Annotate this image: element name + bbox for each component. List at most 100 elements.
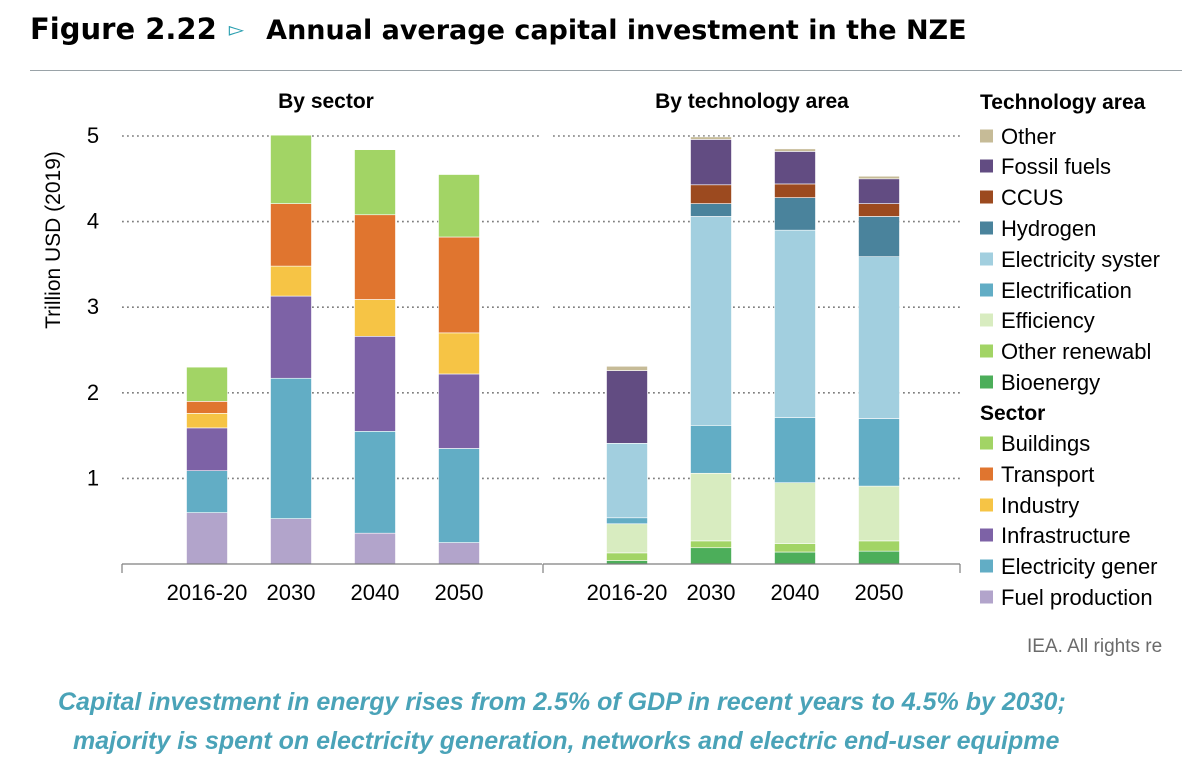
legend-swatch	[980, 190, 993, 204]
bar-segment	[858, 485, 900, 542]
legend-label: Hydrogen	[1001, 216, 1096, 241]
bar-segment	[606, 443, 648, 519]
legend-swatch	[980, 528, 993, 542]
bar-segment	[690, 547, 732, 565]
bar-segment	[690, 184, 732, 204]
bar-segment	[354, 149, 396, 216]
legend-label: Industry	[1001, 493, 1079, 518]
y-tick-label: 1	[87, 465, 99, 490]
legend-label: Efficiency	[1001, 308, 1095, 333]
bar-segment	[690, 540, 732, 549]
bar-segment	[270, 203, 312, 267]
bar-segment	[186, 427, 228, 471]
legend-label: Electricity syster	[1001, 247, 1160, 272]
bar-segment	[270, 265, 312, 297]
legend-swatch	[980, 559, 993, 573]
panel-title: By sector	[278, 90, 374, 113]
bar-segment	[438, 236, 480, 334]
x-tick-label: 2016-20	[167, 580, 248, 605]
legend-swatch	[980, 375, 993, 389]
legend-label: Other	[1001, 124, 1056, 149]
bar-segment	[438, 448, 480, 543]
bar-segment	[270, 377, 312, 519]
bar-segment	[438, 373, 480, 449]
legend-swatch	[980, 159, 993, 173]
bar-segment	[774, 229, 816, 418]
bar-segment	[606, 370, 648, 444]
bar-segment	[858, 256, 900, 419]
bar-segment	[186, 413, 228, 429]
legend-swatch	[980, 129, 993, 143]
bar-segment	[774, 148, 816, 152]
bar-segment	[690, 203, 732, 217]
x-tick-label: 2050	[855, 580, 904, 605]
bar-segment	[438, 542, 480, 565]
bar-segment	[354, 214, 396, 300]
bar-segment	[270, 518, 312, 565]
x-tick-label: 2040	[351, 580, 400, 605]
bar-segment	[774, 543, 816, 553]
legend-swatch	[980, 498, 993, 512]
caption-line-2: majority is spent on electricity generat…	[73, 727, 1060, 755]
x-tick-label: 2040	[771, 580, 820, 605]
caption-line-1: Capital investment in energy rises from …	[58, 688, 1066, 716]
legend-swatch	[980, 221, 993, 235]
bar-segment	[354, 336, 396, 432]
bar-segment	[774, 197, 816, 231]
figure-title: Figure 2.22 ▻ Annual average capital inves…	[30, 12, 967, 52]
legend-swatch	[980, 436, 993, 450]
bar-segment	[858, 175, 900, 180]
bar-segment	[774, 183, 816, 198]
bar-segment	[606, 523, 648, 554]
bar-segment	[858, 216, 900, 257]
bar-segment	[858, 178, 900, 204]
bar-segment	[438, 174, 480, 238]
bar-segment	[774, 482, 816, 544]
legend-label: Fuel production	[1001, 585, 1153, 610]
legend-swatch	[980, 313, 993, 327]
x-tick-label: 2030	[267, 580, 316, 605]
investment-chart: 1 2 3 4 5 Trillion USD (2019) By sector 2016-20…	[42, 90, 1160, 610]
legend-label: Other renewabl	[1001, 339, 1151, 364]
legend-label: Bioenergy	[1001, 370, 1100, 395]
bar-segment	[606, 365, 648, 371]
legend-swatch	[980, 283, 993, 297]
legend-title-technology: Technology area	[980, 91, 1146, 114]
legend-swatch	[980, 467, 993, 481]
bar-segment	[690, 472, 732, 542]
bar-segment	[186, 366, 228, 402]
bar-segment	[858, 550, 900, 565]
legend-label: CCUS	[1001, 185, 1063, 210]
bar-segment	[774, 417, 816, 483]
legend-swatch	[980, 344, 993, 358]
bar-segment	[690, 216, 732, 426]
bar-segment	[186, 401, 228, 414]
title-divider	[30, 70, 1182, 71]
bar-segment	[774, 551, 816, 565]
bar-segment	[270, 134, 312, 204]
legend-title-sector: Sector	[980, 402, 1045, 425]
figure-heading: Annual average capital investment in the…	[266, 15, 967, 46]
bar-segment	[438, 332, 480, 375]
legend-label: Electrification	[1001, 278, 1132, 303]
bar-segment	[774, 151, 816, 185]
bar-segment	[354, 299, 396, 337]
x-tick-label: 2030	[687, 580, 736, 605]
triangle-right-outline-icon: ▻	[228, 17, 245, 41]
legend-label: Fossil fuels	[1001, 154, 1111, 179]
y-tick-label: 3	[87, 294, 99, 319]
legend-label: Transport	[1001, 462, 1094, 487]
legend-label: Buildings	[1001, 431, 1090, 456]
y-tick-label: 2	[87, 380, 99, 405]
bar-segment	[690, 425, 732, 474]
bar-segment	[858, 418, 900, 487]
bar-segment	[606, 517, 648, 525]
y-tick-label: 4	[87, 209, 99, 234]
bar-segment	[858, 540, 900, 552]
bar-segment	[270, 295, 312, 379]
bar-segment	[186, 470, 228, 513]
legend-swatch	[980, 590, 993, 604]
legend-swatch	[980, 252, 993, 266]
bar-segment	[606, 552, 648, 561]
bar-segment	[858, 203, 900, 217]
